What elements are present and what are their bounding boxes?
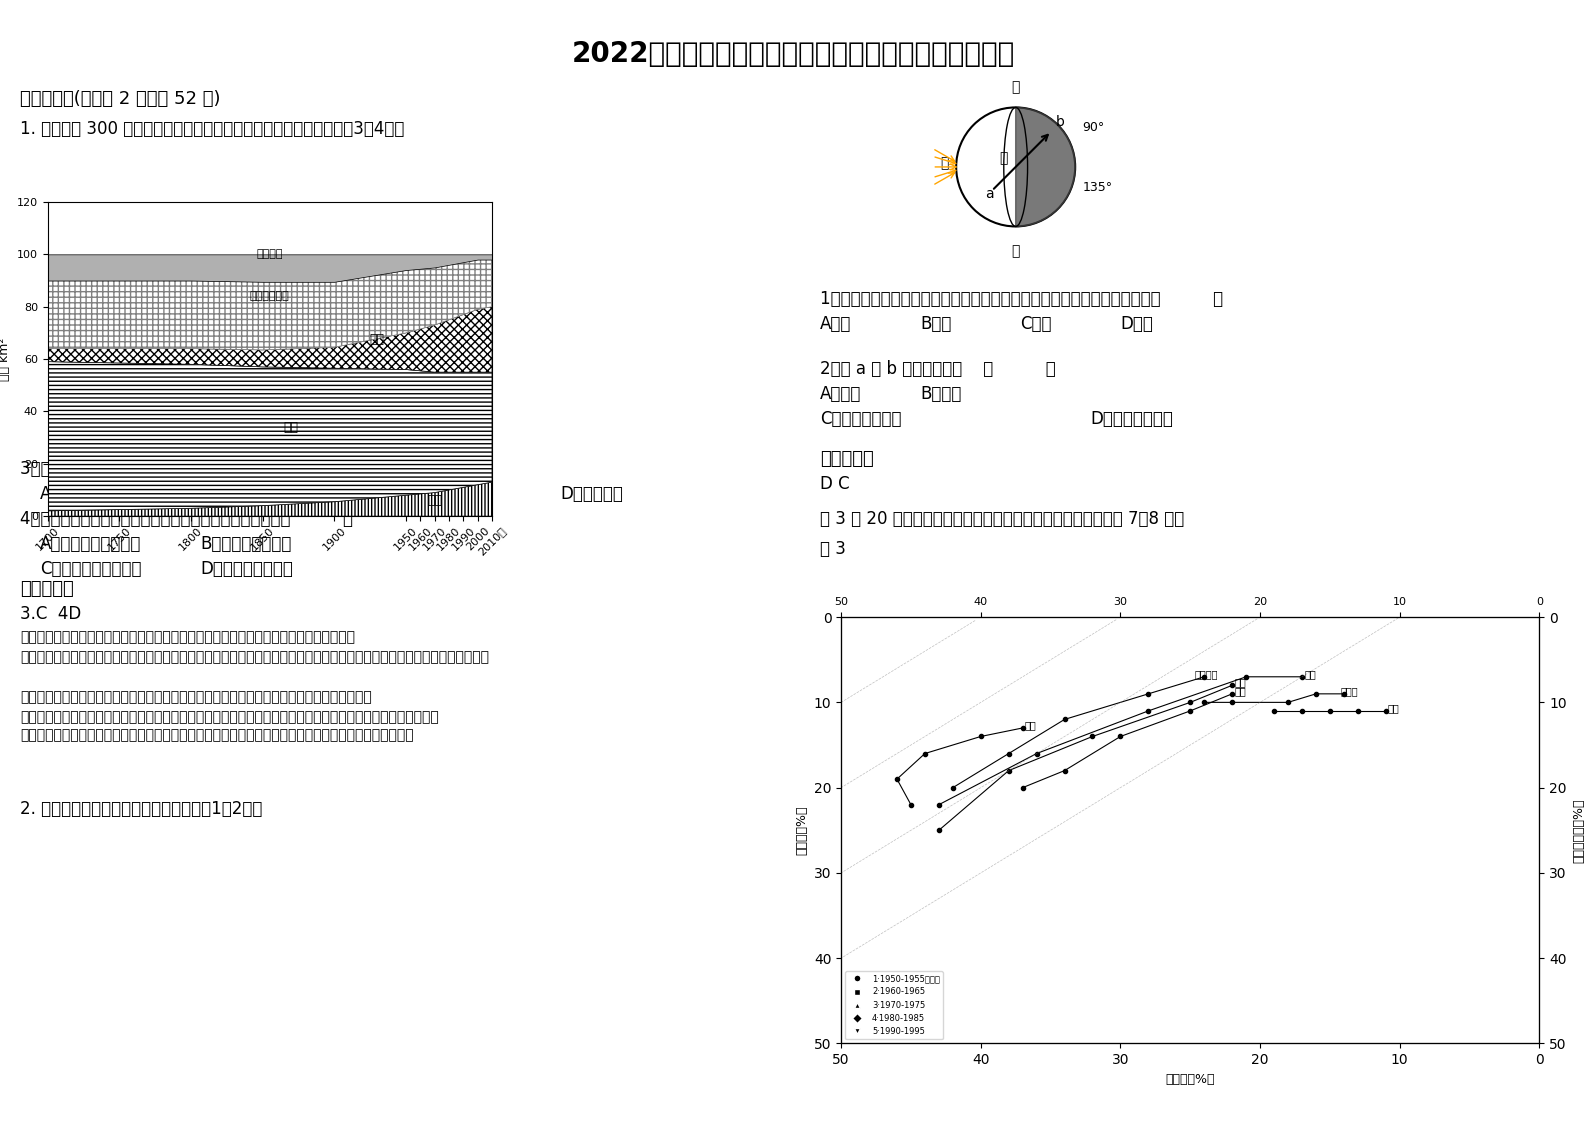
Text: A．向东: A．向东 [820, 385, 862, 403]
Text: C．先西南后西北: C．先西南后西北 [820, 410, 901, 427]
Text: 2．从 a 到 b 的箭头方向是    （          ）: 2．从 a 到 b 的箭头方向是 （ ） [820, 360, 1055, 378]
Text: （稀树）草原: （稀树）草原 [249, 292, 290, 301]
Text: D．丁: D．丁 [1120, 315, 1152, 333]
Y-axis label: 出生率（%）: 出生率（%） [795, 806, 808, 855]
Text: B．河流含沙量减少: B．河流含沙量减少 [200, 535, 292, 553]
Text: D C: D C [820, 475, 849, 493]
Text: 4．图示不同类型土地面积变化趋势对地理环境的影响包括（          ）: 4．图示不同类型土地面积变化趋势对地理环境的影响包括（ ） [21, 511, 352, 528]
Text: b: b [1057, 116, 1065, 129]
Text: C．人口增加: C．人口增加 [379, 485, 441, 503]
Text: 其他用地: 其他用地 [257, 249, 282, 259]
Text: 图 3: 图 3 [820, 540, 846, 558]
Text: 耕地: 耕地 [427, 494, 443, 507]
Text: 解析：由图可知，森林、草原面积不断下降，而耕地和牧场面积不断增加，这主要是人口增加导致的过度开垦和过度放牧导致。: 解析：由图可知，森林、草原面积不断下降，而耕地和牧场面积不断增加，这主要是人口增… [21, 650, 489, 664]
Text: 一、选择题(每小题 2 分，共 52 分): 一、选择题(每小题 2 分，共 52 分) [21, 90, 221, 108]
Polygon shape [1016, 108, 1074, 227]
Y-axis label: 百万 km²: 百万 km² [0, 338, 11, 380]
Text: 非洲: 非洲 [1025, 720, 1036, 730]
Text: 北美洲: 北美洲 [1339, 686, 1358, 696]
Text: 参考答案：: 参考答案： [820, 450, 874, 468]
Text: 乙: 乙 [1011, 243, 1020, 258]
Text: B．乙: B．乙 [920, 315, 951, 333]
Text: 135°: 135° [1082, 181, 1112, 194]
Text: 丁: 丁 [1000, 151, 1008, 165]
Text: C．旱涝灾害频率降低: C．旱涝灾害频率降低 [40, 560, 141, 578]
Text: 3．导致图示不同类型土地面积变化的根本原因是（          ）: 3．导致图示不同类型土地面积变化的根本原因是（ ） [21, 460, 313, 478]
Text: 欧洲: 欧洲 [1389, 702, 1400, 712]
Text: C．丙: C．丙 [1020, 315, 1052, 333]
Text: 解析：根据所学知识，过度开垦和过度放牧导致生态环境的破坏，如水土流失、土地荒漠化等，河流的含沙量会增: 解析：根据所学知识，过度开垦和过度放牧导致生态环境的破坏，如水土流失、土地荒漠化… [21, 710, 438, 724]
Text: 【命题立意】本题旨在考查土地利用类型的变化对生态环境的影响，考查学生的知识迁移能力。: 【命题立意】本题旨在考查土地利用类型的变化对生态环境的影响，考查学生的知识迁移能… [21, 690, 371, 703]
Text: 3.C  4D: 3.C 4D [21, 605, 81, 623]
Text: A．生态环境趋于好转: A．生态环境趋于好转 [40, 535, 141, 553]
Text: 甲: 甲 [940, 156, 949, 169]
Text: 90°: 90° [1082, 121, 1105, 135]
Text: D．水资源短缺加剧: D．水资源短缺加剧 [200, 560, 294, 578]
Text: 世界: 世界 [1235, 686, 1246, 696]
Text: 丙: 丙 [1011, 80, 1020, 94]
Text: 2022年河北省邯郸市县第五中学高三地理测试题含解析: 2022年河北省邯郸市县第五中学高三地理测试题含解析 [571, 40, 1016, 68]
Text: 亚洲: 亚洲 [1235, 678, 1246, 688]
Text: 【命题立意】本题旨在考查引起土地类型变化的原因，考查学生读图能力和知识迁移能力。: 【命题立意】本题旨在考查引起土地类型变化的原因，考查学生读图能力和知识迁移能力。 [21, 629, 355, 644]
Text: 牧场: 牧场 [370, 333, 384, 346]
Text: 2. 下图中阴影部分为黑夜，据图完成以下1～2题。: 2. 下图中阴影部分为黑夜，据图完成以下1～2题。 [21, 800, 262, 818]
Text: 1．观测者从甲、乙、丙、丁四个角度能够观测到右图图所示昼夜状况的是（          ）: 1．观测者从甲、乙、丙、丁四个角度能够观测到右图图所示昼夜状况的是（ ） [820, 289, 1224, 309]
Text: 森林: 森林 [284, 421, 298, 433]
Text: 中国: 中国 [1305, 669, 1316, 679]
Legend: 1·1950-1955（年）, 2·1960-1965, 3·1970-1975, 4·1980-1985, 5·1990-1995: 1·1950-1955（年）, 2·1960-1965, 3·1970-1975… [846, 971, 943, 1039]
Text: D．先东南后东北: D．先东南后东北 [1090, 410, 1173, 427]
Y-axis label: 自然增长率（%）: 自然增长率（%） [1573, 798, 1585, 863]
Text: 参考答案：: 参考答案： [21, 580, 73, 598]
X-axis label: 死亡率（%）: 死亡率（%） [1165, 1073, 1216, 1086]
Text: A．甲: A．甲 [820, 315, 851, 333]
Text: D．自然灾害: D．自然灾害 [560, 485, 622, 503]
Text: 加；植被破坏后，植被涵养水源、保持水土的能力下降，发生旱涝灾害的几率会增加，水资源短缺会加剧。: 加；植被破坏后，植被涵养水源、保持水土的能力下降，发生旱涝灾害的几率会增加，水资… [21, 728, 414, 742]
Text: A．城市化: A．城市化 [40, 485, 92, 503]
Text: 1. 下图为近 300 年来全球不同类型土地面积的变化示意图，读图回答3～4题。: 1. 下图为近 300 年来全球不同类型土地面积的变化示意图，读图回答3～4题。 [21, 120, 405, 138]
Text: 图 3 为 20 世纪世界各大洲和地区的人口增长情况图，读图完成 7～8 题。: 图 3 为 20 世纪世界各大洲和地区的人口增长情况图，读图完成 7～8 题。 [820, 511, 1184, 528]
Text: B．全球变暖: B．全球变暖 [200, 485, 262, 503]
Text: a: a [984, 187, 993, 201]
Text: B．向西: B．向西 [920, 385, 962, 403]
Text: 拉丁美洲: 拉丁美洲 [1195, 669, 1219, 679]
